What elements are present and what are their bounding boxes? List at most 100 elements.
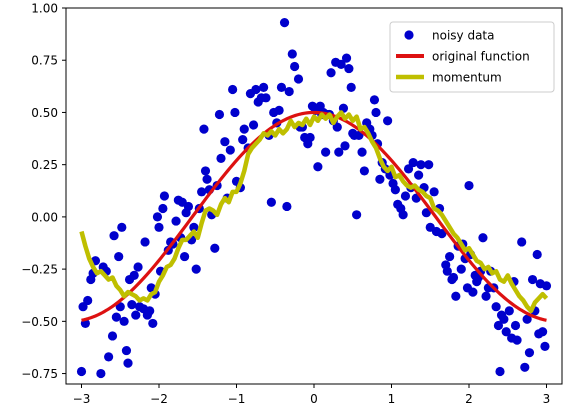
noisy-data-point <box>369 95 380 105</box>
noisy-data-point <box>183 201 194 212</box>
noisy-data-point <box>197 187 207 197</box>
noisy-data-point <box>416 160 426 170</box>
legend-box <box>389 21 555 93</box>
legend-noisy-marker <box>404 30 414 40</box>
y-tick-label: 0.00 <box>31 210 58 224</box>
noisy-data-point <box>346 82 356 92</box>
noisy-data-point <box>517 237 527 247</box>
noisy-data-point <box>127 300 137 310</box>
noisy-data-point <box>133 262 143 272</box>
noisy-data-point <box>251 84 261 95</box>
noisy-data-point <box>445 251 455 262</box>
noisy-data-point <box>145 306 155 316</box>
noisy-data-point <box>238 135 248 145</box>
noisy-data-point <box>287 49 297 59</box>
x-tick-label: 2 <box>465 392 473 406</box>
noisy-data-point <box>468 287 478 297</box>
noisy-data-point <box>148 318 158 329</box>
x-tick-label: 1 <box>388 392 396 406</box>
noisy-data-point <box>210 243 220 253</box>
noisy-data-point <box>261 93 271 103</box>
noisy-data-point <box>121 345 132 356</box>
noisy-data-point <box>359 166 369 176</box>
noisy-data-point <box>117 222 127 232</box>
noisy-data-point <box>279 18 290 28</box>
noisy-data-point <box>390 185 400 195</box>
noisy-data-point <box>504 306 514 316</box>
noisy-data-point <box>424 160 434 170</box>
noisy-data-point <box>334 147 344 157</box>
noisy-data-point <box>326 68 336 78</box>
noisy-data-point <box>495 366 505 377</box>
legend-momentum-label: momentum <box>432 71 502 85</box>
noisy-data-point <box>171 216 181 226</box>
noisy-data-point <box>282 201 292 212</box>
noisy-data-point <box>202 174 212 184</box>
series-layer <box>76 18 552 379</box>
noisy-data-point <box>403 164 414 174</box>
noisy-data-point <box>464 180 474 191</box>
noisy-data-point <box>383 116 393 126</box>
noisy-data-point <box>220 137 230 147</box>
noisy-data-point <box>456 264 466 274</box>
noisy-data-point <box>96 368 106 379</box>
noisy-data-point <box>239 124 249 134</box>
noisy-data-point <box>154 222 164 232</box>
x-tick-label: −1 <box>228 392 246 406</box>
noisy-data-point <box>522 314 532 324</box>
y-tick-label: −0.75 <box>21 367 58 381</box>
noisy-data-point <box>276 82 287 92</box>
noisy-data-point <box>290 61 300 72</box>
noisy-data-point <box>214 109 225 120</box>
noisy-data-point <box>512 335 522 345</box>
axes-layer: −3 −2 −1 0 1 2 3 −0.75 −0.50 −0.25 0.00 0.25 0.50 0.7… <box>21 2 550 407</box>
noisy-data-point <box>158 203 168 214</box>
legend-noisy-label: noisy data <box>432 29 494 43</box>
noisy-data-point <box>284 86 294 97</box>
noisy-data-point <box>534 329 544 339</box>
noisy-data-point <box>540 341 550 351</box>
y-tick-label: 1.00 <box>31 2 58 16</box>
noisy-data-point <box>140 237 150 247</box>
noisy-data-point <box>344 63 354 74</box>
noisy-data-point <box>259 82 269 92</box>
noisy-data-point <box>408 157 418 168</box>
noisy-data-point <box>421 208 431 218</box>
noisy-data-point <box>179 251 190 262</box>
noisy-data-point <box>340 141 350 151</box>
y-tick-label: 0.75 <box>31 54 58 68</box>
noisy-data-point <box>357 147 367 157</box>
noisy-data-point <box>189 222 199 232</box>
noisy-data-point <box>341 53 352 63</box>
noisy-data-point <box>437 229 447 239</box>
noisy-data-point <box>375 174 385 184</box>
noisy-data-point <box>352 210 362 220</box>
legend: noisy data original function momentum <box>389 21 555 93</box>
noisy-data-point <box>491 302 501 312</box>
noisy-data-point <box>400 191 411 201</box>
noisy-data-point <box>520 362 530 372</box>
noisy-data-point <box>510 320 521 331</box>
noisy-data-point <box>321 147 331 157</box>
y-tick-label: −0.25 <box>21 263 58 277</box>
legend-original-label: original function <box>432 50 530 64</box>
y-tick-label: 0.25 <box>31 158 58 172</box>
noisy-data-point <box>114 251 124 262</box>
noisy-data-point <box>532 249 542 260</box>
noisy-data-point <box>429 187 439 197</box>
noisy-data-point <box>398 210 408 220</box>
noisy-data-point <box>481 291 491 301</box>
noisy-data-point <box>336 59 346 69</box>
noisy-data-point <box>119 316 129 326</box>
noisy-data-point <box>131 310 141 320</box>
noisy-data-point <box>83 295 93 306</box>
noisy-data-point <box>305 132 315 143</box>
noisy-data-point <box>332 122 342 132</box>
noisy-data-point <box>524 348 535 358</box>
x-tick-label: −3 <box>73 392 91 406</box>
noisy-data-point <box>478 233 488 243</box>
noisy-data-point <box>225 145 235 155</box>
noisy-data-point <box>129 270 139 280</box>
noisy-data-point <box>501 327 511 337</box>
